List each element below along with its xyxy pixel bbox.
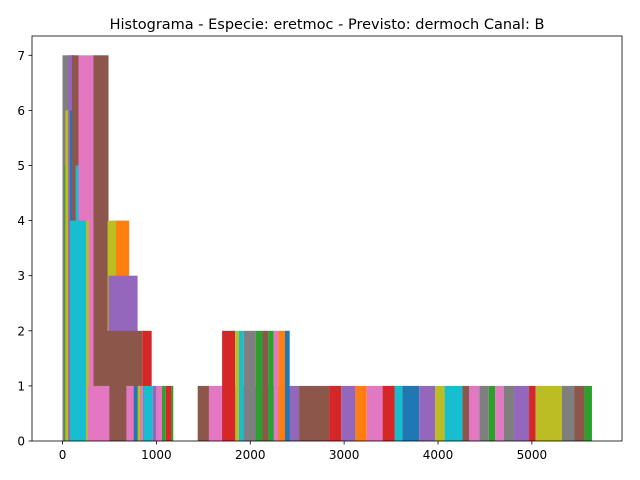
histogram-bar [262, 330, 269, 441]
histogram-bar [468, 385, 480, 441]
y-tick-label: 6 [17, 104, 25, 118]
y-tick-label: 0 [17, 435, 25, 449]
histogram-bar [574, 385, 585, 441]
histogram-bar [243, 330, 256, 441]
histogram-bar [85, 220, 89, 441]
histogram-bar [584, 385, 592, 441]
histogram-bar [273, 330, 279, 441]
histogram-bar [140, 385, 144, 441]
histogram-bar [419, 385, 436, 441]
histogram-bar [514, 385, 530, 441]
histogram-bar [268, 330, 274, 441]
x-tick-label: 3000 [329, 448, 360, 462]
histogram-bar [529, 385, 536, 441]
histogram-bar [366, 385, 383, 441]
histogram-bar [286, 385, 300, 441]
plot-frame [31, 35, 623, 442]
histogram-bar [109, 385, 127, 441]
y-tick-label: 2 [17, 324, 25, 338]
histogram-bar [235, 330, 239, 441]
y-tick-label: 5 [17, 159, 25, 173]
histogram-bar [162, 385, 166, 441]
histogram-bar [444, 385, 463, 441]
bars-layer [62, 55, 592, 442]
histogram-bar [503, 385, 515, 441]
chart-title: Histograma - Especie: eretmoc - Previsto… [110, 17, 545, 33]
histogram-bar [197, 385, 209, 441]
histogram-bar [238, 330, 244, 441]
histogram-bar [341, 385, 356, 441]
x-tick-label: 5000 [517, 448, 548, 462]
histogram-bar [495, 385, 504, 441]
histogram-bar [255, 330, 263, 441]
histogram-bar [137, 385, 141, 441]
histogram-bar [488, 385, 496, 441]
histogram-bar [156, 385, 163, 441]
histogram-bar [284, 330, 290, 441]
histogram-bar [462, 385, 469, 441]
histogram-bar [479, 385, 489, 441]
histogram-bar [143, 385, 153, 441]
histogram-bar [171, 385, 174, 441]
histogram-bar [222, 330, 236, 441]
histogram-bar [382, 385, 395, 441]
histogram-bar [329, 385, 342, 441]
histogram-bar [87, 385, 110, 441]
y-tick-label: 1 [17, 379, 25, 393]
axes-layer: 0 1000 2000 3000 4000 5000 0 1 2 3 4 5 6 7 [17, 35, 623, 462]
histogram-bar [435, 385, 445, 441]
histogram-bar [152, 385, 157, 441]
histogram-bar [133, 385, 140, 441]
histogram-bar [165, 385, 172, 441]
histogram-bar [299, 385, 330, 441]
histogram-bar [535, 385, 562, 441]
histogram-bar [402, 385, 420, 441]
histogram-bar [278, 330, 285, 441]
x-tick-label: 4000 [423, 448, 454, 462]
y-tick-label: 7 [17, 49, 25, 63]
histogram-bar [561, 385, 575, 441]
x-tick-label: 0 [59, 448, 67, 462]
histogram-bar [394, 385, 403, 441]
y-tick-label: 4 [17, 214, 25, 228]
x-tick-label: 2000 [235, 448, 266, 462]
histogram-bar [355, 385, 367, 441]
histogram-bar [70, 220, 86, 441]
y-tick-label: 3 [17, 269, 25, 283]
x-tick-label: 1000 [141, 448, 172, 462]
histogram-bar [126, 385, 134, 441]
